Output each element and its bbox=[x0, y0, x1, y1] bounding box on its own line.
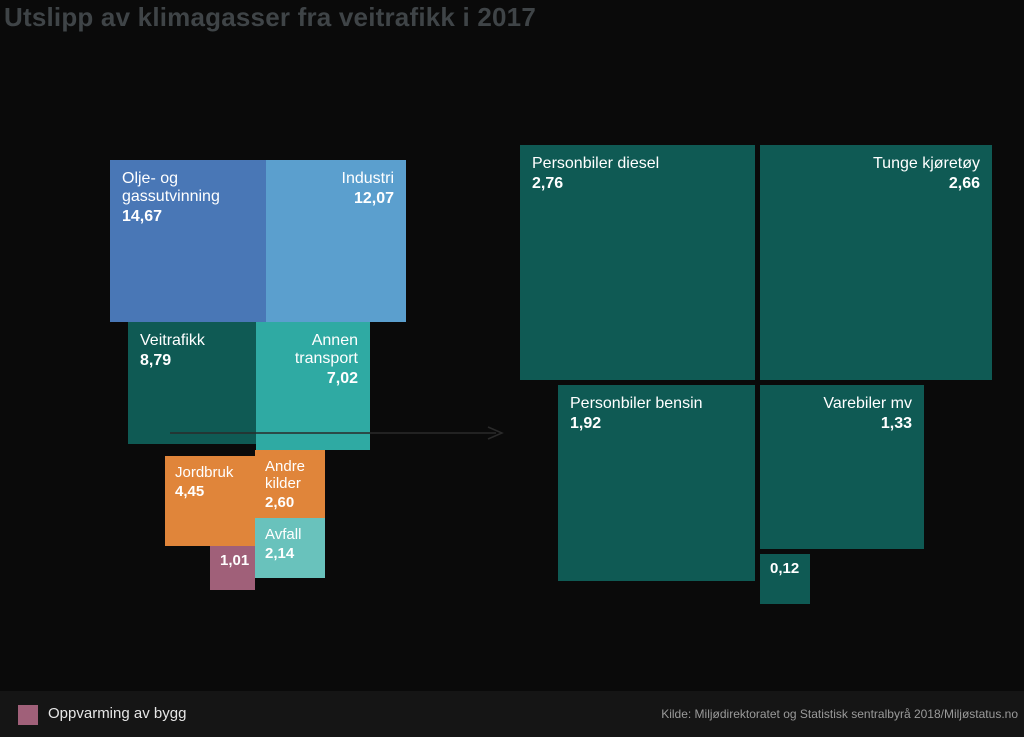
label-varebiler: Varebiler mv bbox=[760, 385, 924, 415]
label-industri: Industri bbox=[266, 160, 406, 190]
label-annen-transport: Annen transport bbox=[256, 322, 370, 370]
value-jordbruk: 4,45 bbox=[165, 483, 255, 500]
label-veitrafikk: Veitrafikk bbox=[128, 322, 256, 352]
value-varebiler: 1,33 bbox=[760, 415, 924, 433]
label-andre-kilder: Andre kilder bbox=[255, 450, 325, 494]
value-tunge: 2,66 bbox=[760, 175, 992, 193]
box-jordbruk: Jordbruk 4,45 bbox=[165, 456, 255, 546]
value-annen-transport: 7,02 bbox=[256, 370, 370, 388]
value-avfall: 2,14 bbox=[255, 545, 325, 562]
label-tunge: Tunge kjøretøy bbox=[760, 145, 992, 175]
label-bensin: Personbiler bensin bbox=[558, 385, 755, 415]
box-olje: Olje- og gassutvinning 14,67 bbox=[110, 160, 266, 322]
box-bensin: Personbiler bensin 1,92 bbox=[558, 385, 755, 581]
source-text: Kilde: Miljødirektoratet og Statistisk s… bbox=[661, 707, 1018, 721]
label-olje: Olje- og gassutvinning bbox=[110, 160, 266, 208]
page-title: Utslipp av klimagasser fra veitrafikk i … bbox=[4, 2, 536, 33]
legend-label: Oppvarming av bygg bbox=[48, 705, 186, 722]
label-jordbruk: Jordbruk bbox=[165, 456, 255, 483]
value-industri: 12,07 bbox=[266, 190, 406, 208]
box-andre-kilder: Andre kilder 2,60 bbox=[255, 450, 325, 518]
box-industri: Industri 12,07 bbox=[266, 160, 406, 322]
value-other-small: 0,12 bbox=[760, 554, 810, 577]
value-olje: 14,67 bbox=[110, 208, 266, 226]
legend-swatch bbox=[18, 705, 38, 725]
arrow-icon bbox=[170, 426, 510, 440]
value-veitrafikk: 8,79 bbox=[128, 352, 256, 370]
box-tunge: Tunge kjøretøy 2,66 bbox=[760, 145, 992, 380]
label-avfall: Avfall bbox=[255, 518, 325, 545]
legend-bar: Oppvarming av bygg Kilde: Miljødirektora… bbox=[0, 691, 1024, 737]
value-diesel: 2,76 bbox=[520, 175, 755, 193]
box-avfall: Avfall 2,14 bbox=[255, 518, 325, 578]
box-other-small: 0,12 bbox=[760, 554, 810, 604]
value-bensin: 1,92 bbox=[558, 415, 755, 433]
box-diesel: Personbiler diesel 2,76 bbox=[520, 145, 755, 380]
label-diesel: Personbiler diesel bbox=[520, 145, 755, 175]
value-oppvarming: 1,01 bbox=[210, 546, 255, 569]
box-oppvarming: 1,01 bbox=[210, 546, 255, 590]
value-andre-kilder: 2,60 bbox=[255, 494, 325, 511]
box-varebiler: Varebiler mv 1,33 bbox=[760, 385, 924, 549]
